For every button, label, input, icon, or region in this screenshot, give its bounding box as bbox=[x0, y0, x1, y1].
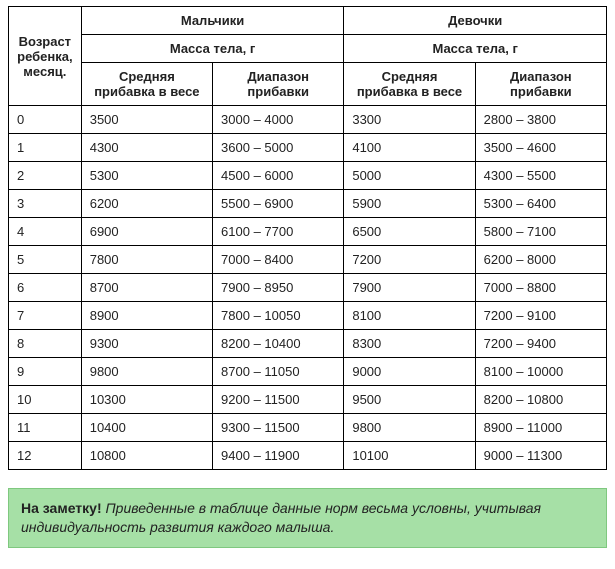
table-row: 12 10800 9400 – 11900 10100 9000 – 11300 bbox=[9, 442, 607, 470]
table-row: 4 6900 6100 – 7700 6500 5800 – 7100 bbox=[9, 218, 607, 246]
cell-g-range: 7200 – 9400 bbox=[475, 330, 606, 358]
cell-b-avg: 8700 bbox=[81, 274, 212, 302]
table-row: 8 9300 8200 – 10400 8300 7200 – 9400 bbox=[9, 330, 607, 358]
cell-g-avg: 9500 bbox=[344, 386, 475, 414]
cell-g-avg: 6500 bbox=[344, 218, 475, 246]
table-row: 5 7800 7000 – 8400 7200 6200 – 8000 bbox=[9, 246, 607, 274]
cell-g-range: 2800 – 3800 bbox=[475, 106, 606, 134]
cell-b-avg: 9800 bbox=[81, 358, 212, 386]
cell-g-range: 5800 – 7100 bbox=[475, 218, 606, 246]
weight-table: Возраст ребенка, месяц. Мальчики Девочки… bbox=[8, 6, 607, 470]
cell-b-avg: 10800 bbox=[81, 442, 212, 470]
cell-b-avg: 4300 bbox=[81, 134, 212, 162]
cell-b-range: 6100 – 7700 bbox=[213, 218, 344, 246]
cell-b-avg: 5300 bbox=[81, 162, 212, 190]
cell-age: 11 bbox=[9, 414, 82, 442]
header-boys-range: Диапазон прибавки bbox=[213, 63, 344, 106]
table-body: 0 3500 3000 – 4000 3300 2800 – 3800 1 43… bbox=[9, 106, 607, 470]
cell-b-avg: 9300 bbox=[81, 330, 212, 358]
cell-g-range: 5300 – 6400 bbox=[475, 190, 606, 218]
note-box: На заметку! Приведенные в таблице данные… bbox=[8, 488, 607, 548]
cell-age: 0 bbox=[9, 106, 82, 134]
cell-g-range: 7200 – 9100 bbox=[475, 302, 606, 330]
cell-b-range: 5500 – 6900 bbox=[213, 190, 344, 218]
table-row: 9 9800 8700 – 11050 9000 8100 – 10000 bbox=[9, 358, 607, 386]
cell-g-avg: 8100 bbox=[344, 302, 475, 330]
header-boys-avg: Средняя прибавка в весе bbox=[81, 63, 212, 106]
cell-b-range: 4500 – 6000 bbox=[213, 162, 344, 190]
table-row: 3 6200 5500 – 6900 5900 5300 – 6400 bbox=[9, 190, 607, 218]
note-lead: На заметку! bbox=[21, 500, 102, 516]
cell-g-avg: 4100 bbox=[344, 134, 475, 162]
cell-g-avg: 5900 bbox=[344, 190, 475, 218]
cell-g-avg: 7900 bbox=[344, 274, 475, 302]
cell-age: 10 bbox=[9, 386, 82, 414]
cell-g-range: 8100 – 10000 bbox=[475, 358, 606, 386]
cell-g-avg: 9800 bbox=[344, 414, 475, 442]
header-boys-mass: Масса тела, г bbox=[81, 35, 344, 63]
header-girls: Девочки bbox=[344, 7, 607, 35]
header-age: Возраст ребенка, месяц. bbox=[9, 7, 82, 106]
header-girls-avg: Средняя прибавка в весе bbox=[344, 63, 475, 106]
cell-age: 7 bbox=[9, 302, 82, 330]
cell-b-avg: 7800 bbox=[81, 246, 212, 274]
cell-g-avg: 7200 bbox=[344, 246, 475, 274]
cell-g-range: 3500 – 4600 bbox=[475, 134, 606, 162]
header-girls-mass: Масса тела, г bbox=[344, 35, 607, 63]
cell-age: 6 bbox=[9, 274, 82, 302]
table-row: 11 10400 9300 – 11500 9800 8900 – 11000 bbox=[9, 414, 607, 442]
table-row: 1 4300 3600 – 5000 4100 3500 – 4600 bbox=[9, 134, 607, 162]
cell-age: 5 bbox=[9, 246, 82, 274]
table-row: 0 3500 3000 – 4000 3300 2800 – 3800 bbox=[9, 106, 607, 134]
cell-age: 3 bbox=[9, 190, 82, 218]
cell-b-range: 8200 – 10400 bbox=[213, 330, 344, 358]
cell-b-range: 3000 – 4000 bbox=[213, 106, 344, 134]
cell-b-range: 9200 – 11500 bbox=[213, 386, 344, 414]
cell-g-avg: 10100 bbox=[344, 442, 475, 470]
cell-b-range: 7900 – 8950 bbox=[213, 274, 344, 302]
cell-g-avg: 5000 bbox=[344, 162, 475, 190]
cell-b-avg: 8900 bbox=[81, 302, 212, 330]
cell-b-avg: 10400 bbox=[81, 414, 212, 442]
cell-b-avg: 3500 bbox=[81, 106, 212, 134]
cell-age: 12 bbox=[9, 442, 82, 470]
table-row: 7 8900 7800 – 10050 8100 7200 – 9100 bbox=[9, 302, 607, 330]
cell-g-avg: 3300 bbox=[344, 106, 475, 134]
header-girls-range: Диапазон прибавки bbox=[475, 63, 606, 106]
cell-b-range: 9300 – 11500 bbox=[213, 414, 344, 442]
cell-g-range: 6200 – 8000 bbox=[475, 246, 606, 274]
cell-g-range: 4300 – 5500 bbox=[475, 162, 606, 190]
cell-b-range: 7000 – 8400 bbox=[213, 246, 344, 274]
cell-b-range: 8700 – 11050 bbox=[213, 358, 344, 386]
cell-g-range: 8200 – 10800 bbox=[475, 386, 606, 414]
cell-g-range: 8900 – 11000 bbox=[475, 414, 606, 442]
cell-b-avg: 10300 bbox=[81, 386, 212, 414]
table-row: 10 10300 9200 – 11500 9500 8200 – 10800 bbox=[9, 386, 607, 414]
cell-b-range: 7800 – 10050 bbox=[213, 302, 344, 330]
cell-age: 9 bbox=[9, 358, 82, 386]
cell-b-range: 9400 – 11900 bbox=[213, 442, 344, 470]
cell-age: 1 bbox=[9, 134, 82, 162]
header-boys: Мальчики bbox=[81, 7, 344, 35]
cell-g-avg: 8300 bbox=[344, 330, 475, 358]
cell-g-range: 7000 – 8800 bbox=[475, 274, 606, 302]
table-row: 2 5300 4500 – 6000 5000 4300 – 5500 bbox=[9, 162, 607, 190]
cell-age: 4 bbox=[9, 218, 82, 246]
cell-g-range: 9000 – 11300 bbox=[475, 442, 606, 470]
table-row: 6 8700 7900 – 8950 7900 7000 – 8800 bbox=[9, 274, 607, 302]
cell-g-avg: 9000 bbox=[344, 358, 475, 386]
cell-b-avg: 6200 bbox=[81, 190, 212, 218]
cell-b-avg: 6900 bbox=[81, 218, 212, 246]
cell-b-range: 3600 – 5000 bbox=[213, 134, 344, 162]
cell-age: 8 bbox=[9, 330, 82, 358]
cell-age: 2 bbox=[9, 162, 82, 190]
